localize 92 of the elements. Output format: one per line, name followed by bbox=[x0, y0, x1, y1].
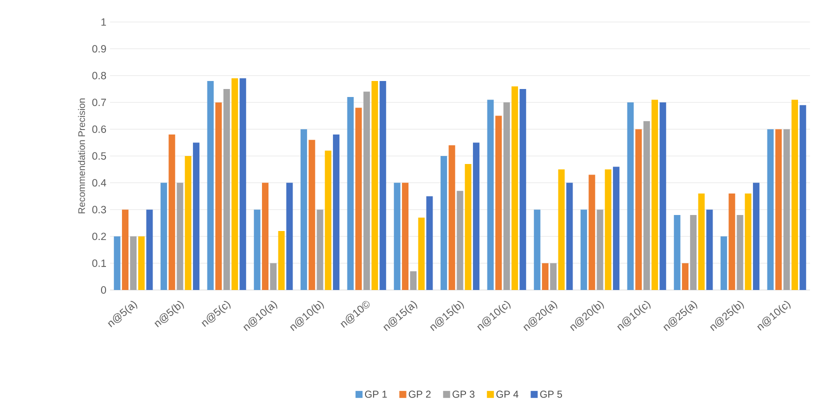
bar bbox=[380, 80, 386, 290]
bar bbox=[643, 121, 650, 290]
bar bbox=[308, 140, 316, 290]
bar bbox=[588, 174, 596, 290]
bar bbox=[580, 210, 588, 290]
legend-label: GP 1 bbox=[365, 390, 387, 398]
bar bbox=[503, 102, 510, 290]
bar bbox=[783, 129, 790, 290]
bar bbox=[792, 100, 798, 290]
y-tick-label: 0.5 bbox=[92, 152, 106, 160]
bar bbox=[495, 116, 502, 290]
bar bbox=[394, 182, 400, 290]
bar bbox=[698, 194, 705, 290]
bar bbox=[456, 190, 464, 290]
bar bbox=[800, 105, 806, 290]
bar bbox=[612, 166, 620, 290]
bar bbox=[232, 78, 238, 290]
y-tick-label: 0.3 bbox=[92, 206, 106, 214]
bar bbox=[262, 182, 268, 290]
bar bbox=[160, 182, 168, 290]
bar bbox=[372, 80, 378, 290]
bar bbox=[300, 129, 308, 290]
bar bbox=[534, 210, 540, 290]
bar bbox=[426, 196, 433, 290]
y-tick-label: 0 bbox=[101, 286, 106, 294]
y-tick-label: 0.7 bbox=[92, 98, 106, 106]
y-tick-label: 0.4 bbox=[92, 179, 106, 187]
bar bbox=[542, 263, 548, 290]
bar bbox=[347, 97, 354, 290]
bar bbox=[223, 88, 230, 290]
bar bbox=[130, 236, 137, 290]
bar bbox=[674, 214, 680, 290]
bar bbox=[440, 156, 448, 290]
bar bbox=[690, 214, 697, 290]
bar bbox=[240, 78, 246, 290]
y-axis-title: Recommendation Precision bbox=[78, 98, 86, 214]
bar bbox=[316, 210, 324, 290]
bar bbox=[363, 92, 370, 290]
bar bbox=[355, 108, 362, 290]
bar bbox=[635, 129, 642, 290]
bar bbox=[728, 194, 736, 290]
legend-label: GP 4 bbox=[496, 390, 518, 398]
bar bbox=[566, 182, 573, 290]
bar bbox=[286, 182, 293, 290]
bar bbox=[448, 145, 456, 290]
bar bbox=[752, 182, 760, 290]
bar bbox=[627, 102, 634, 290]
bar bbox=[472, 142, 480, 290]
bar bbox=[146, 210, 153, 290]
y-tick-label: 0.2 bbox=[92, 232, 106, 240]
y-tick-label: 0.9 bbox=[92, 45, 106, 53]
bar bbox=[550, 263, 557, 290]
bar bbox=[207, 80, 214, 290]
bar bbox=[660, 102, 666, 290]
bar bbox=[332, 134, 340, 290]
bar bbox=[464, 164, 472, 290]
legend-label: GP 5 bbox=[540, 390, 562, 398]
bar bbox=[418, 218, 425, 290]
legend-label: GP 2 bbox=[408, 390, 431, 398]
bar bbox=[767, 129, 774, 290]
bar bbox=[487, 100, 494, 290]
bar bbox=[736, 214, 744, 290]
bar bbox=[604, 169, 612, 290]
bar bbox=[706, 210, 713, 290]
bar bbox=[270, 263, 277, 290]
bar bbox=[652, 100, 658, 290]
bar bbox=[410, 271, 417, 290]
bar bbox=[744, 194, 752, 290]
bar bbox=[775, 129, 782, 290]
bar bbox=[720, 236, 728, 290]
bar bbox=[402, 182, 408, 290]
bar bbox=[682, 263, 688, 290]
bar bbox=[184, 156, 192, 290]
y-tick-label: 0.1 bbox=[92, 259, 106, 267]
bar bbox=[596, 210, 604, 290]
bar bbox=[176, 182, 184, 290]
bar bbox=[192, 142, 200, 290]
y-tick-label: 1 bbox=[101, 18, 106, 26]
bar bbox=[558, 169, 565, 290]
bar bbox=[138, 236, 145, 290]
bar bbox=[215, 102, 222, 290]
bar bbox=[512, 86, 518, 290]
bar bbox=[168, 134, 176, 290]
y-tick-label: 0.6 bbox=[92, 125, 106, 133]
bar bbox=[122, 210, 128, 290]
bar bbox=[324, 150, 332, 290]
bar bbox=[254, 210, 260, 290]
bar bbox=[520, 88, 526, 290]
y-tick-label: 0.8 bbox=[92, 72, 106, 80]
legend-label: GP 3 bbox=[452, 390, 474, 398]
bar bbox=[114, 236, 120, 290]
bar bbox=[278, 231, 285, 290]
